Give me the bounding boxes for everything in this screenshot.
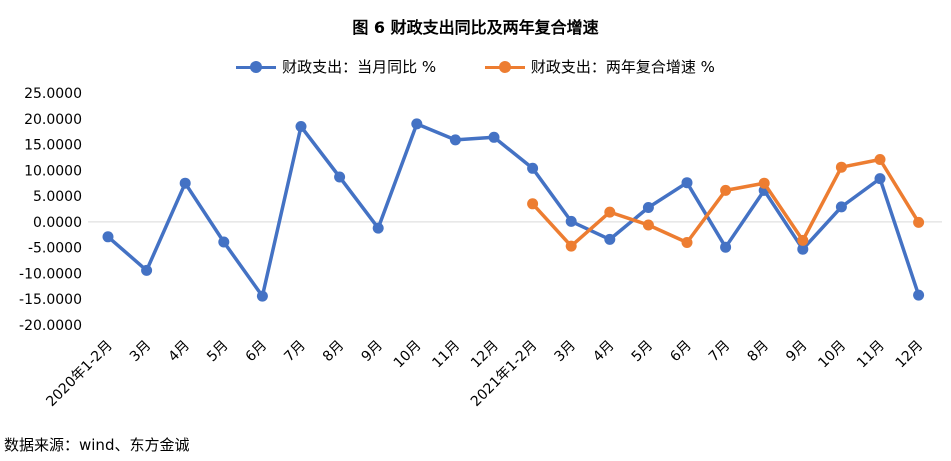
data-point-monthly-yoy xyxy=(720,241,732,253)
legend-label-monthly-yoy: 财政支出：当月同比 % xyxy=(282,58,437,76)
x-tick-label: 4月 xyxy=(166,338,194,366)
x-tick-label: 7月 xyxy=(281,338,309,366)
data-point-two-year-cagr xyxy=(527,198,539,210)
x-tick-label: 8月 xyxy=(745,338,773,366)
data-point-monthly-yoy xyxy=(565,215,577,227)
x-tick-label: 3月 xyxy=(552,338,580,366)
data-point-monthly-yoy xyxy=(218,236,230,248)
chart-title: 图 6 财政支出同比及两年复合增速 xyxy=(352,18,599,37)
data-point-monthly-yoy xyxy=(527,162,539,174)
y-tick-label: -5.0000 xyxy=(28,241,82,257)
data-point-two-year-cagr xyxy=(874,154,886,165)
data-point-two-year-cagr xyxy=(758,177,770,189)
data-point-monthly-yoy xyxy=(256,290,268,302)
data-point-monthly-yoy xyxy=(797,243,809,255)
x-tick-label: 3月 xyxy=(127,338,155,366)
data-point-monthly-yoy xyxy=(874,173,886,185)
legend-label-two-year-cagr: 财政支出：两年复合增速 % xyxy=(530,58,715,76)
x-tick-label: 10月 xyxy=(391,338,425,372)
y-tick-label: 20.0000 xyxy=(24,112,82,128)
data-point-monthly-yoy xyxy=(295,121,307,132)
data-point-two-year-cagr xyxy=(604,206,616,218)
x-tick-label: 9月 xyxy=(783,338,811,366)
x-tick-label: 8月 xyxy=(320,338,348,366)
data-point-monthly-yoy xyxy=(141,264,153,276)
x-tick-label: 4月 xyxy=(590,338,618,366)
y-tick-label: 25.0000 xyxy=(24,86,82,102)
x-tick-label: 11月 xyxy=(854,338,888,372)
data-point-two-year-cagr xyxy=(835,161,847,173)
data-point-monthly-yoy xyxy=(681,177,693,189)
legend-item-two-year-cagr: 财政支出：两年复合增速 % xyxy=(484,56,715,77)
data-point-monthly-yoy xyxy=(372,222,384,234)
data-point-monthly-yoy xyxy=(102,231,114,243)
y-tick-label: 5.0000 xyxy=(33,189,82,205)
x-tick-label: 2020年1-2月 xyxy=(43,338,115,410)
data-point-monthly-yoy xyxy=(334,171,346,183)
y-tick-label: -15.0000 xyxy=(19,292,82,308)
data-point-monthly-yoy xyxy=(835,201,847,213)
data-point-two-year-cagr xyxy=(797,234,809,246)
y-tick-label: -20.0000 xyxy=(19,318,82,334)
legend-swatch-monthly-yoy xyxy=(236,60,277,74)
source-note: 数据来源：wind、东方金诚 xyxy=(4,436,190,454)
x-tick-label: 11月 xyxy=(429,338,463,372)
data-point-two-year-cagr xyxy=(720,184,732,196)
data-point-monthly-yoy xyxy=(488,131,500,143)
x-tick-label: 9月 xyxy=(359,338,387,366)
data-point-monthly-yoy xyxy=(642,202,654,213)
y-tick-label: -10.0000 xyxy=(19,266,82,282)
data-point-two-year-cagr xyxy=(565,240,577,252)
legend-swatch-two-year-cagr xyxy=(484,60,525,74)
series-line-two-year-cagr xyxy=(530,157,921,248)
legend: 财政支出：当月同比 % 财政支出：两年复合增速 % xyxy=(0,56,951,78)
x-tick-label: 12月 xyxy=(468,338,502,372)
y-tick-label: 10.0000 xyxy=(24,163,82,179)
data-point-two-year-cagr xyxy=(913,216,925,228)
x-tick-label: 12月 xyxy=(893,338,927,372)
series-line-monthly-yoy xyxy=(106,122,921,298)
data-point-two-year-cagr xyxy=(642,219,654,231)
x-tick-label: 7月 xyxy=(706,338,734,366)
y-tick-label: 15.0000 xyxy=(24,138,82,154)
x-tick-label: 5月 xyxy=(204,338,232,366)
data-point-monthly-yoy xyxy=(179,177,191,189)
x-tick-label: 5月 xyxy=(629,338,657,366)
data-point-monthly-yoy xyxy=(411,118,423,130)
data-point-two-year-cagr xyxy=(681,237,693,248)
x-tick-label: 6月 xyxy=(667,338,695,366)
data-point-monthly-yoy xyxy=(604,233,616,245)
x-tick-label: 10月 xyxy=(815,338,849,372)
y-tick-label: 0.0000 xyxy=(33,215,82,231)
data-point-monthly-yoy xyxy=(449,134,461,146)
legend-item-monthly-yoy: 财政支出：当月同比 % xyxy=(236,56,436,77)
data-point-monthly-yoy xyxy=(913,289,925,301)
x-tick-label: 6月 xyxy=(243,338,271,366)
